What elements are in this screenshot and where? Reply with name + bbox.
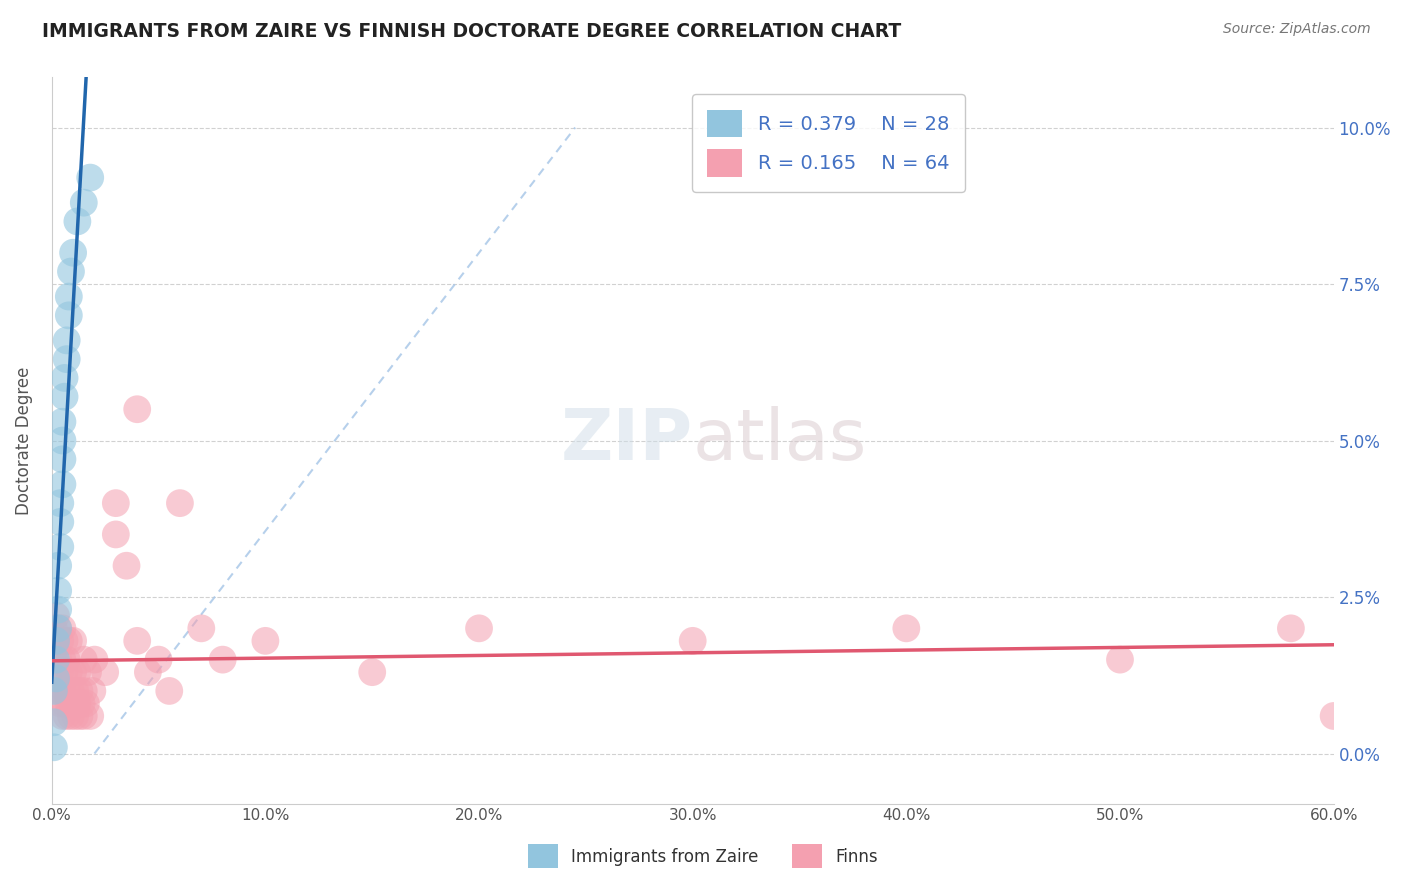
Point (49, 496, 72, 510)
Point (55, 684, 77, 698)
Point (75, 697, 97, 711)
Point (1279, 621, 1302, 635)
Point (42, 715, 65, 730)
Point (45, 633, 67, 648)
Point (73, 709, 96, 723)
Point (51, 709, 73, 723)
Point (254, 633, 277, 648)
Point (62, 633, 84, 648)
Point (46, 621, 69, 635)
Point (49, 515, 72, 529)
Point (361, 665, 384, 680)
Point (51, 434, 73, 448)
Point (70, 697, 93, 711)
Point (55, 352, 77, 367)
Point (62, 245, 84, 260)
Point (45, 653, 67, 667)
Point (66, 665, 89, 680)
Point (53, 665, 76, 680)
Point (682, 633, 704, 648)
Point (58, 697, 80, 711)
Point (77, 665, 100, 680)
Point (94, 665, 117, 680)
Point (65, 709, 87, 723)
Point (53, 390, 76, 404)
Point (51, 621, 73, 635)
Point (104, 527, 127, 541)
Point (127, 402, 149, 417)
Point (73, 195, 96, 210)
Point (148, 653, 170, 667)
Point (58, 309, 80, 323)
Point (55, 709, 77, 723)
Text: Source: ZipAtlas.com: Source: ZipAtlas.com (1223, 22, 1371, 37)
Point (65, 684, 87, 698)
Point (49, 665, 72, 680)
Point (46, 684, 69, 698)
Text: IMMIGRANTS FROM ZAIRE VS FINNISH DOCTORATE DEGREE CORRELATION CHART: IMMIGRANTS FROM ZAIRE VS FINNISH DOCTORA… (42, 22, 901, 41)
Point (58, 289, 80, 303)
Point (82, 684, 104, 698)
Point (51, 684, 73, 698)
Point (46, 558, 69, 573)
Point (127, 633, 149, 648)
Point (42, 684, 65, 698)
Point (62, 665, 84, 680)
Text: atlas: atlas (693, 406, 868, 475)
Point (51, 653, 73, 667)
Point (53, 371, 76, 385)
Point (1109, 653, 1132, 667)
Point (1323, 709, 1346, 723)
Point (46, 583, 69, 598)
Point (115, 558, 138, 573)
Point (66, 214, 89, 228)
Point (55, 334, 77, 348)
Point (73, 653, 96, 667)
Point (42, 740, 65, 755)
Point (190, 621, 212, 635)
Point (42, 621, 65, 635)
Point (53, 697, 76, 711)
Point (46, 602, 69, 616)
Legend: Immigrants from Zaire, Finns: Immigrants from Zaire, Finns (522, 838, 884, 875)
Point (104, 496, 127, 510)
Point (45, 672, 67, 686)
Point (51, 415, 73, 429)
Point (136, 665, 159, 680)
Point (83, 653, 105, 667)
Point (157, 684, 180, 698)
Point (58, 633, 80, 648)
Point (211, 653, 233, 667)
Point (46, 621, 69, 635)
Point (46, 653, 69, 667)
Point (62, 697, 84, 711)
Y-axis label: Doctorate Degree: Doctorate Degree (15, 367, 32, 515)
Point (69, 709, 91, 723)
Point (59, 709, 82, 723)
Point (49, 540, 72, 554)
Point (51, 452, 73, 467)
Point (55, 653, 77, 667)
Point (49, 697, 72, 711)
Legend: R = 0.379    N = 28, R = 0.165    N = 64: R = 0.379 N = 28, R = 0.165 N = 64 (692, 95, 965, 193)
Point (468, 621, 491, 635)
Point (69, 684, 91, 698)
Point (53, 633, 76, 648)
Point (45, 608, 67, 623)
Point (79, 170, 101, 185)
Point (59, 684, 82, 698)
Text: ZIP: ZIP (561, 406, 693, 475)
Point (45, 633, 67, 648)
Point (169, 496, 191, 510)
Point (58, 665, 80, 680)
Point (79, 709, 101, 723)
Point (45, 672, 67, 686)
Point (51, 477, 73, 491)
Point (73, 684, 96, 698)
Point (49, 633, 72, 648)
Point (42, 653, 65, 667)
Point (896, 621, 918, 635)
Point (66, 697, 89, 711)
Point (59, 264, 82, 278)
